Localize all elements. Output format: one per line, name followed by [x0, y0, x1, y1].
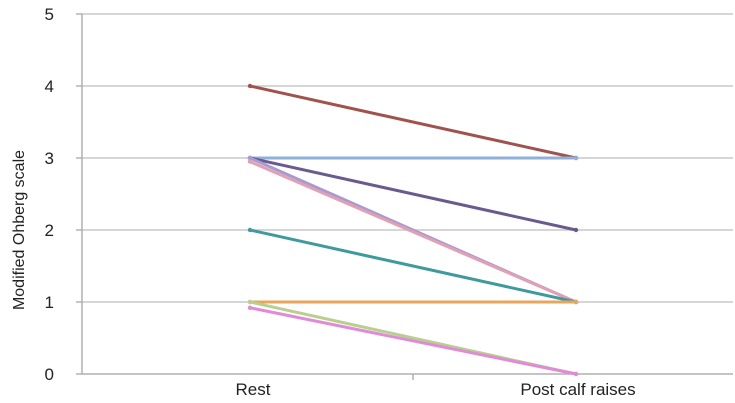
y-tick-label: 3: [45, 149, 54, 168]
y-tick-label: 4: [45, 77, 54, 96]
y-tick-label: 0: [45, 365, 54, 384]
data-point: [247, 155, 253, 161]
data-point: [247, 83, 253, 89]
y-tick-labels: 0 1 2 3 4 5: [45, 5, 54, 384]
x-category-labels: Rest Post calf raises: [236, 380, 636, 399]
data-point: [573, 155, 579, 161]
data-point: [247, 227, 253, 233]
y-axis-title: Modified Ohberg scale: [11, 150, 28, 310]
series-lines: [247, 83, 579, 377]
data-point: [573, 299, 579, 305]
axes: [76, 13, 733, 380]
series-line-5: [248, 160, 578, 304]
x-category-label: Rest: [236, 380, 271, 399]
data-point: [573, 227, 579, 233]
y-tick-label: 1: [45, 293, 54, 312]
series-line-1: [248, 84, 578, 160]
series-line-6: [248, 228, 578, 304]
data-point: [247, 299, 253, 305]
data-point: [573, 371, 579, 377]
data-point: [247, 159, 253, 164]
series-line-3: [248, 156, 578, 232]
y-tick-label: 2: [45, 221, 54, 240]
x-category-label: Post calf raises: [520, 380, 635, 399]
series-line-9: [248, 306, 578, 376]
data-point: [247, 305, 253, 310]
y-tick-label: 5: [45, 5, 54, 24]
